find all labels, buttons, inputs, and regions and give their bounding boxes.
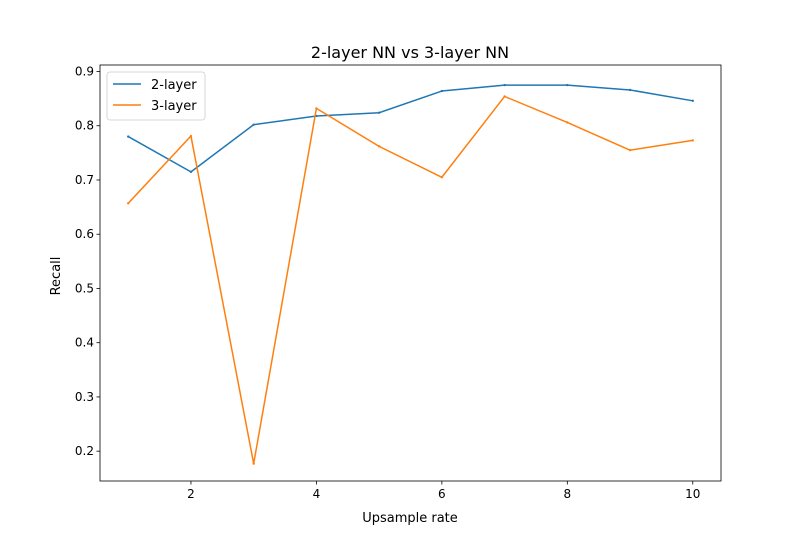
data-point-3-layer-5 xyxy=(377,145,381,148)
data-point-2-layer-9 xyxy=(628,88,632,92)
plot-frame xyxy=(99,64,722,482)
y-tick-label: 0.8 xyxy=(75,119,94,133)
legend-label-3-layer: 3-layer xyxy=(151,99,197,114)
y-tick-label: 0.7 xyxy=(75,173,94,187)
y-axis-title: Recall xyxy=(49,257,64,296)
data-point-3-layer-4 xyxy=(315,107,318,110)
y-tick-label: 0.5 xyxy=(75,281,94,295)
data-point-3-layer-6 xyxy=(440,176,444,179)
data-point-2-layer-7 xyxy=(503,83,506,87)
y-tick-label: 0.9 xyxy=(75,65,94,79)
data-point-3-layer-8 xyxy=(566,121,569,124)
x-tick-label: 6 xyxy=(438,487,446,501)
series-line-3-layer xyxy=(127,95,694,465)
x-tick-label: 10 xyxy=(685,487,700,501)
legend-label-2-layer: 2-layer xyxy=(151,78,197,93)
data-point-2-layer-10 xyxy=(691,99,694,102)
data-point-2-layer-1 xyxy=(127,135,130,138)
x-tick-label: 4 xyxy=(313,487,321,501)
data-point-3-layer-9 xyxy=(628,148,632,152)
x-tick-label: 8 xyxy=(563,487,571,501)
plot-area: 2 4 6 8 10 0.2 0.3 0.4 0.5 0.6 0.7 0.8 0.9 2-layer 3-l… xyxy=(75,64,722,501)
data-point-3-layer-10 xyxy=(691,139,694,142)
y-tick-label: 0.2 xyxy=(75,444,94,458)
data-point-3-layer-1 xyxy=(127,202,130,205)
data-point-2-layer-6 xyxy=(440,89,444,93)
x-axis-title: Upsample rate xyxy=(362,511,458,526)
data-point-3-layer-7 xyxy=(503,95,506,98)
y-tick-label: 0.6 xyxy=(75,227,94,241)
x-tick-label: 2 xyxy=(187,487,195,501)
data-point-2-layer-5 xyxy=(377,111,381,114)
y-tick-label: 0.4 xyxy=(75,336,94,350)
data-point-3-layer-2 xyxy=(189,134,193,138)
series-line-2-layer xyxy=(127,84,694,173)
data-point-2-layer-2 xyxy=(189,170,193,174)
y-tick-label: 0.3 xyxy=(75,390,94,404)
data-point-3-layer-3 xyxy=(252,462,255,465)
data-point-2-layer-8 xyxy=(566,83,569,87)
chart-title: 2-layer NN vs 3-layer NN xyxy=(311,43,509,62)
data-point-2-layer-3 xyxy=(252,123,255,126)
